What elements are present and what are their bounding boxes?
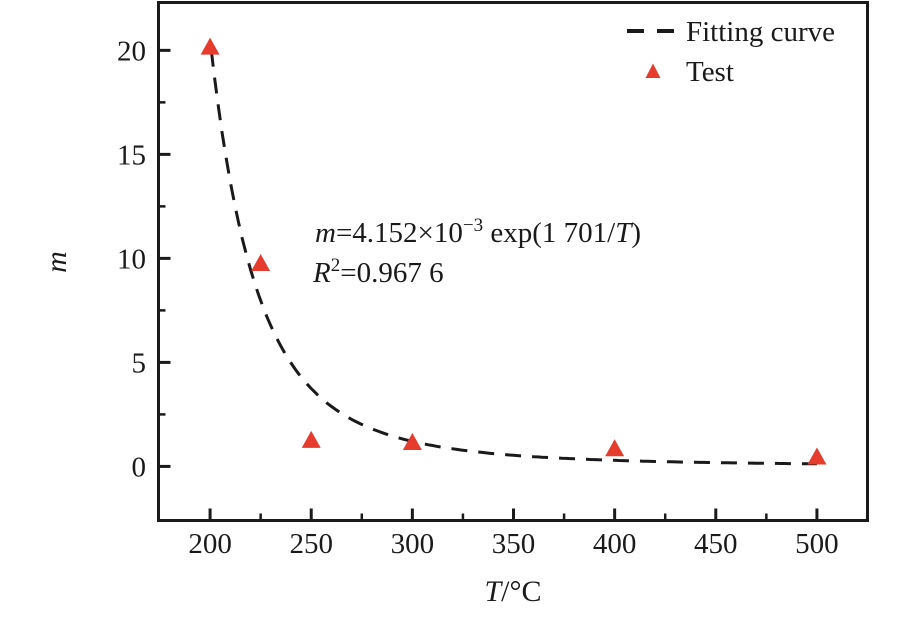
plot-frame — [157, 1, 869, 522]
annotation-equation: m=4.152×10−3​ exp(1 701/T) — [315, 215, 641, 249]
y-tick-label: 10 — [117, 243, 146, 275]
y-tick-label: 0 — [132, 451, 147, 483]
y-tick-label: 20 — [117, 35, 146, 67]
x-tick-label: 400 — [593, 528, 637, 560]
legend-label-fitting-curve: Fitting curve — [686, 16, 835, 48]
data-point-triangle — [402, 432, 422, 450]
y-axis-title: m — [40, 251, 73, 273]
x-tick-label: 450 — [694, 528, 738, 560]
y-tick-label: 5 — [132, 347, 147, 379]
x-tick-label: 350 — [492, 528, 536, 560]
data-point-triangle — [301, 430, 321, 448]
x-tick-label: 200 — [188, 528, 232, 560]
y-tick-label: 15 — [117, 139, 146, 171]
fitting-curve-path — [208, 39, 817, 466]
legend: Fitting curve Test — [627, 16, 835, 88]
data-point-triangle — [200, 37, 220, 55]
data-point-triangle — [605, 439, 625, 457]
legend-triangle-marker — [645, 63, 661, 78]
x-tick-label: 250 — [289, 528, 333, 560]
data-point-triangle — [251, 254, 271, 272]
annotation-r-squared: R2​=0.967 6 — [312, 255, 444, 289]
x-tick-label: 500 — [795, 528, 839, 560]
x-axis-title: T/°C — [484, 575, 541, 608]
x-tick-label: 300 — [391, 528, 435, 560]
legend-label-test: Test — [686, 56, 734, 88]
data-point-triangle — [807, 447, 827, 465]
